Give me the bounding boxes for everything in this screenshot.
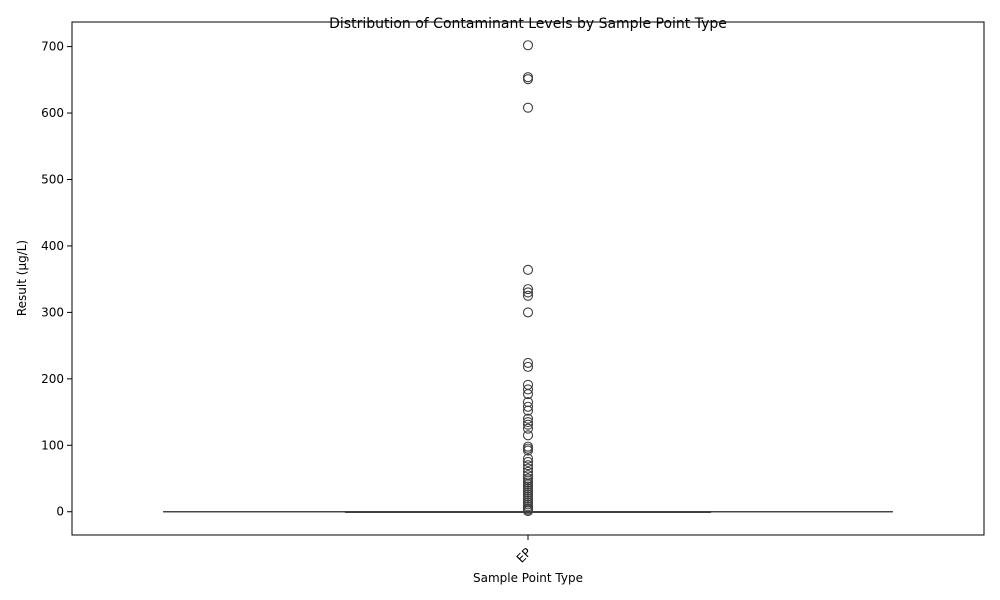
outlier-point (522, 460, 534, 471)
outlier-point (522, 384, 534, 395)
outlier-point (522, 102, 534, 113)
outlier-point (522, 416, 534, 428)
outlier-point (522, 405, 534, 416)
outlier-point (522, 284, 534, 295)
y-axis-ticks: 0 100 200 300 400 500 600 700 (41, 40, 72, 519)
box-series (163, 510, 893, 513)
outlier-point (522, 74, 534, 85)
x-tick-label: EP (514, 545, 534, 565)
y-tick-label: 0 (56, 505, 64, 519)
outlier-point (522, 506, 534, 517)
outlier-point (522, 445, 534, 456)
outlier-point (522, 453, 534, 464)
outlier-point (522, 423, 534, 434)
outlier-point (522, 357, 534, 368)
y-tick-label: 100 (41, 438, 64, 452)
outlier-point (522, 389, 534, 400)
outlier-point (522, 307, 534, 318)
outlier-point (522, 430, 534, 441)
outlier-point (522, 419, 534, 430)
y-tick-label: 400 (41, 239, 64, 253)
x-axis-label: Sample Point Type (473, 571, 583, 585)
outlier-point (522, 361, 534, 372)
outlier-point (522, 72, 534, 83)
outlier-point (522, 456, 534, 467)
outlier-point (522, 264, 534, 275)
outlier-point (522, 413, 534, 424)
y-tick-label: 300 (41, 305, 64, 319)
outlier-point (522, 401, 534, 412)
y-tick-label: 500 (41, 172, 64, 186)
outlier-point (522, 40, 534, 51)
x-axis-ticks: EP (514, 535, 534, 566)
outlier-point (522, 443, 534, 454)
outlier-point (522, 287, 534, 298)
y-tick-label: 600 (41, 106, 64, 120)
outlier-point (522, 290, 534, 301)
chart-title: Distribution of Contaminant Levels by Sa… (329, 16, 727, 32)
outlier-points (522, 40, 534, 517)
plot-area (71, 21, 985, 536)
y-tick-label: 700 (41, 40, 64, 54)
y-axis-label: Result (µg/L) (15, 240, 29, 316)
y-tick-label: 200 (41, 372, 64, 386)
outlier-point (522, 463, 534, 474)
